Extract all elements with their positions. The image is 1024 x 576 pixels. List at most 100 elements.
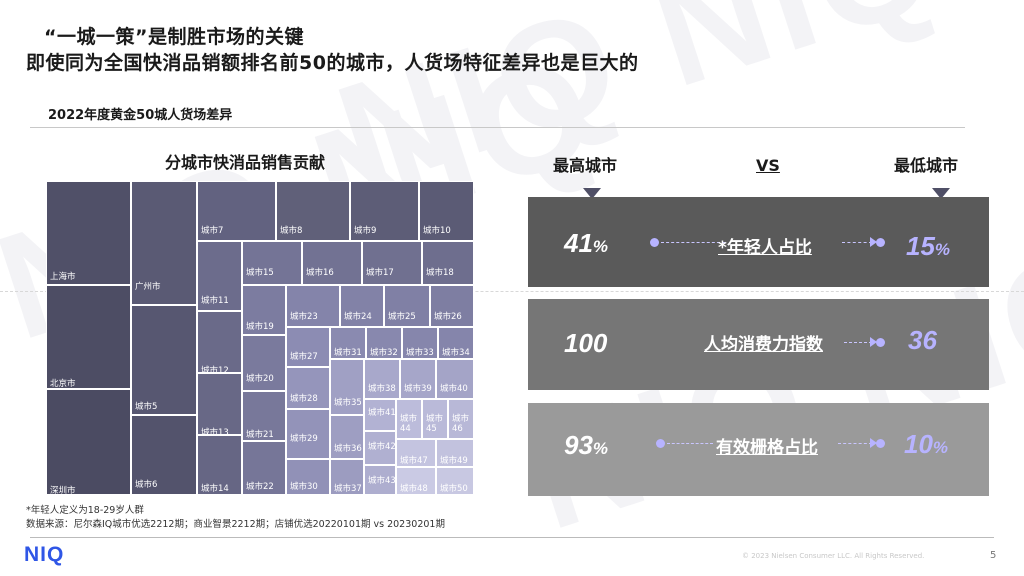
- page-title-line2: 即使同为全国快消品销额排名前50的城市，人货场特征差异也是巨大的: [26, 52, 639, 74]
- treemap-cell: 城市44: [396, 399, 422, 439]
- dashed-guide: [0, 291, 1024, 292]
- right-value: 15%: [906, 231, 951, 261]
- treemap-cell: 城市15: [242, 241, 302, 285]
- treemap-cell: 城市6: [131, 415, 197, 495]
- highest-city-label: 最高城市: [553, 156, 618, 175]
- treemap-cell: 城市12: [197, 311, 242, 376]
- treemap-cell-label: 城市7: [201, 226, 224, 236]
- dot-icon: [876, 238, 885, 247]
- treemap-cell-label: 城市6: [135, 480, 158, 490]
- treemap-cell: 城市47: [396, 439, 436, 467]
- dot-icon: [650, 238, 659, 247]
- treemap-cell-label: 城市13: [201, 428, 229, 438]
- page-title-line1: “一城一策”是制胜市场的关键: [44, 26, 304, 48]
- treemap-cell-label: 城市27: [290, 352, 318, 362]
- treemap-cell: 北京市: [46, 285, 131, 389]
- treemap-cell-label: 城市26: [434, 312, 462, 322]
- treemap-cell: 城市39: [400, 359, 436, 399]
- connector-line: [842, 242, 872, 244]
- treemap-cell-label: 城市41: [368, 408, 396, 418]
- treemap-cell-label: 城市24: [344, 312, 372, 322]
- treemap-cell: 城市16: [302, 241, 362, 285]
- treemap-cell: 城市35: [330, 359, 364, 415]
- treemap-cell: 城市24: [340, 285, 384, 327]
- treemap-cell: 城市21: [242, 391, 286, 441]
- treemap-cell: 城市14: [197, 435, 242, 495]
- left-value: 93%: [564, 430, 609, 460]
- treemap-cell: 城市11: [197, 241, 242, 311]
- footer-divider: [30, 537, 994, 538]
- treemap-cell: 城市46: [448, 399, 474, 439]
- treemap-cell-label: 城市11: [201, 296, 229, 306]
- treemap-cell-label: 城市14: [201, 484, 229, 494]
- connector-line: [838, 443, 872, 445]
- vs-label: VS: [756, 156, 780, 175]
- treemap-cell-label: 城市35: [334, 398, 362, 408]
- treemap-title: 分城市快消品销售贡献: [165, 153, 326, 172]
- treemap-cell: 城市26: [430, 285, 474, 327]
- treemap-cell: 城市25: [384, 285, 430, 327]
- connector-line: [667, 443, 713, 445]
- treemap-cell-label: 城市5: [135, 402, 158, 412]
- treemap-cell-label: 城市37: [334, 484, 362, 494]
- treemap-cell-label: 城市21: [246, 430, 274, 440]
- connector-line: [844, 342, 872, 344]
- comparison-band-spending: 100 人均消费力指数 36: [528, 299, 989, 390]
- treemap-cell-label: 城市34: [442, 348, 470, 358]
- treemap-cell-label: 城市33: [406, 348, 434, 358]
- treemap-cell-label: 城市9: [354, 226, 377, 236]
- treemap-cell-label: 城市17: [366, 268, 394, 278]
- treemap-cell-label: 城市22: [246, 482, 274, 492]
- treemap-cell: 城市22: [242, 441, 286, 495]
- treemap-cell-label: 广州市: [135, 282, 161, 292]
- treemap-cell: 城市42: [364, 431, 396, 465]
- treemap-cell-label: 城市10: [423, 226, 451, 236]
- treemap-cell: 城市41: [364, 399, 396, 431]
- treemap-cell: 城市10: [419, 181, 474, 241]
- treemap-cell-label: 城市15: [246, 268, 274, 278]
- down-arrow-icon: [583, 188, 601, 199]
- treemap-cell: 城市50: [436, 467, 474, 495]
- comparison-band-youth: 41% *年轻人占比 15%: [528, 197, 989, 287]
- right-value: 36: [908, 325, 937, 355]
- treemap-cell: 城市43: [364, 465, 396, 495]
- treemap-cell: 城市17: [362, 241, 422, 285]
- right-value: 10%: [904, 429, 949, 459]
- treemap-cell: 城市48: [396, 467, 436, 495]
- treemap-cell-label: 城市46: [452, 414, 470, 434]
- treemap-cell-label: 城市28: [290, 394, 318, 404]
- treemap-cell-label: 城市40: [440, 384, 468, 394]
- dot-icon: [656, 439, 665, 448]
- treemap-cell-label: 城市49: [440, 456, 468, 466]
- left-value: 41%: [564, 228, 609, 258]
- dot-icon: [876, 338, 885, 347]
- treemap-cell: 城市32: [366, 327, 402, 359]
- treemap-cell: 城市7: [197, 181, 276, 241]
- treemap-cell-label: 城市50: [440, 484, 468, 494]
- treemap-cell-label: 城市16: [306, 268, 334, 278]
- treemap-cell: 城市28: [286, 367, 330, 409]
- connector-line: [661, 242, 725, 244]
- treemap-cell: 城市31: [330, 327, 366, 359]
- treemap-cell-label: 城市31: [334, 348, 362, 358]
- treemap-cell-label: 城市30: [290, 482, 318, 492]
- lowest-city-label: 最低城市: [894, 156, 959, 175]
- page-number: 5: [990, 550, 997, 561]
- treemap-cell: 城市34: [438, 327, 474, 359]
- treemap-cell-label: 北京市: [50, 379, 76, 389]
- arrow-right-icon: [870, 438, 877, 448]
- down-arrow-icon: [932, 188, 950, 199]
- treemap-cell: 城市38: [364, 359, 400, 399]
- treemap-cell: 城市30: [286, 459, 330, 495]
- treemap-cell-label: 城市32: [370, 348, 398, 358]
- niq-logo: NIQ: [24, 543, 65, 566]
- treemap-cell-label: 城市18: [426, 268, 454, 278]
- treemap-cell-label: 上海市: [50, 272, 76, 282]
- treemap-cell-label: 城市20: [246, 374, 274, 384]
- treemap-cell: 城市5: [131, 305, 197, 415]
- treemap-cell-label: 城市44: [400, 414, 418, 434]
- treemap-cell: 城市37: [330, 459, 364, 495]
- treemap-cell-label: 城市25: [388, 312, 416, 322]
- treemap-cell-label: 城市39: [404, 384, 432, 394]
- treemap-cell: 城市33: [402, 327, 438, 359]
